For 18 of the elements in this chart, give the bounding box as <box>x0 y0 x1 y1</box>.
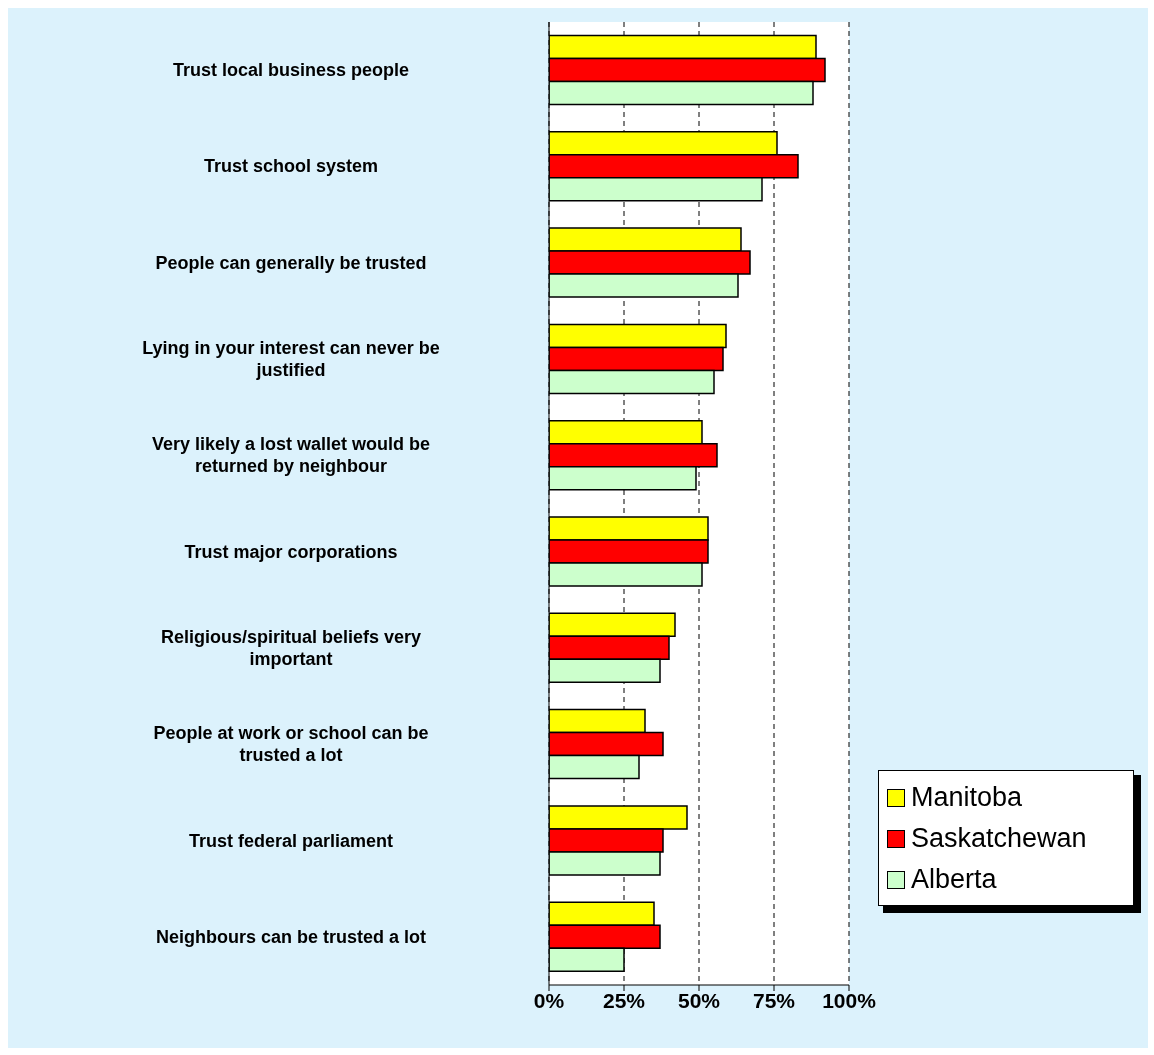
x-tick-label: 25% <box>602 988 646 1012</box>
y-tick-label: Lying in your interest can never be justified <box>142 338 440 381</box>
y-tick-label: Neighbours can be trusted a lot <box>155 926 427 947</box>
y-tick-label: Trust major corporations <box>184 541 398 562</box>
x-tick-label: 100% <box>822 988 877 1012</box>
y-tick-label: Trust local business people <box>172 60 410 81</box>
x-tick-label: 50% <box>677 988 721 1012</box>
y-tick-label: People at work or school can be trusted a lot <box>153 723 429 766</box>
legend-label: Saskatchewan <box>911 823 1087 854</box>
y-tick-label: Very likely a lost wallet would be returned by neighbour <box>151 434 431 477</box>
legend-label: Alberta <box>911 864 997 895</box>
legend-label: Manitoba <box>911 782 1023 813</box>
x-tick-label: 75% <box>752 988 796 1012</box>
y-tick-label: Religious/spiritual beliefs very important <box>160 626 422 669</box>
y-tick-label: Trust federal parliament <box>188 830 394 851</box>
y-tick-label: People can generally be trusted <box>155 252 427 273</box>
y-tick-label: Trust school system <box>203 156 379 177</box>
x-tick-label: 0% <box>533 988 565 1012</box>
